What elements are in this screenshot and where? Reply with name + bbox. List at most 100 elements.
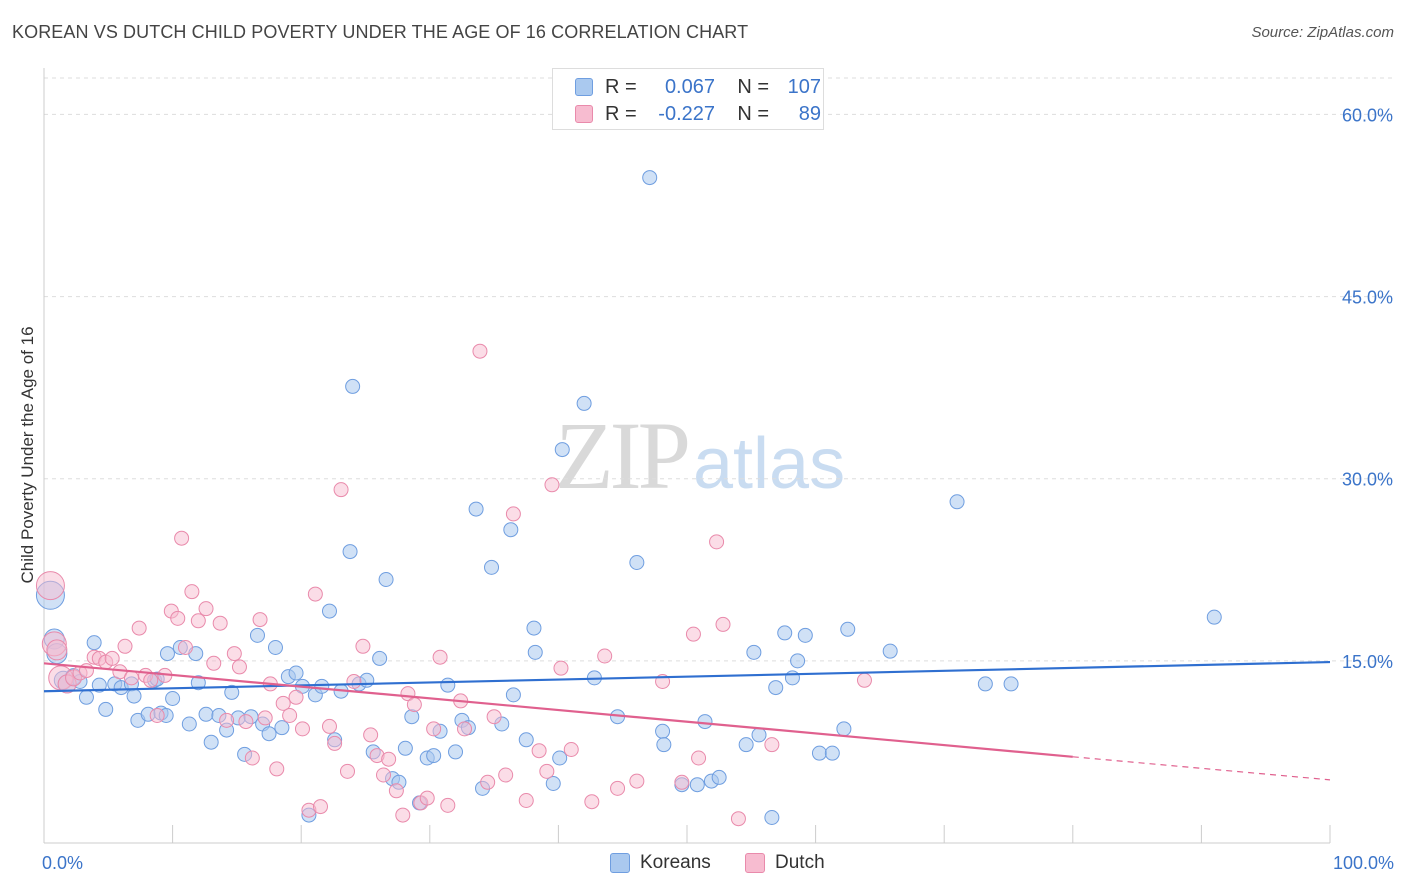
korean-point — [746, 644, 762, 660]
korean-point — [274, 720, 290, 736]
dutch-point — [35, 571, 65, 601]
dutch-point — [730, 811, 746, 827]
dutch-point — [131, 620, 147, 636]
dutch-point — [257, 710, 273, 726]
dutch-point — [685, 626, 701, 642]
dutch-point — [432, 649, 448, 665]
y-tick-label: 45.0% — [1342, 288, 1393, 308]
korean-point — [882, 643, 898, 659]
dutch-point — [480, 774, 496, 790]
n-label: N = — [737, 102, 769, 125]
korean-point — [977, 676, 993, 692]
dutch-point — [170, 610, 186, 626]
korean-point — [738, 737, 754, 753]
legend-item-dutch: Dutch — [745, 852, 825, 874]
dutch-point — [252, 612, 268, 628]
koreans-swatch — [610, 853, 630, 873]
korean-point — [484, 559, 500, 575]
dutch-point — [143, 672, 159, 688]
dutch-point — [244, 750, 260, 766]
dutch-point — [184, 584, 200, 600]
korean-point — [554, 442, 570, 458]
dutch-point — [856, 672, 872, 688]
korean-point — [78, 689, 94, 705]
korean-point — [518, 732, 534, 748]
dutch-point — [198, 601, 214, 617]
korean-point — [190, 675, 206, 691]
korean-point — [426, 748, 442, 764]
watermark-zip: ZIP — [555, 402, 691, 509]
korean-point — [576, 395, 592, 411]
dutch-point — [518, 793, 534, 808]
dutch-point — [312, 799, 328, 815]
axes — [43, 68, 1331, 844]
korean-point — [711, 769, 727, 785]
korean-point — [840, 621, 856, 637]
dutch-point — [307, 586, 323, 602]
korean-point — [249, 627, 265, 643]
korean-point — [359, 672, 375, 688]
korean-point — [503, 522, 519, 538]
korean-point — [949, 494, 965, 510]
korean-point — [790, 653, 806, 669]
korean-point — [689, 777, 705, 793]
x-tick-label: 100.0% — [1333, 853, 1394, 873]
korean-point — [378, 572, 394, 587]
dutch-point — [544, 477, 560, 493]
dutch-point — [212, 615, 228, 631]
korean-point — [261, 726, 277, 742]
korean-point — [224, 684, 240, 700]
correlation-legend: R = 0.067 N = 107 R = -0.227 N = 89 — [552, 68, 824, 130]
y-tick-label: 30.0% — [1342, 470, 1393, 490]
korean-point — [552, 750, 568, 766]
dutch-point — [539, 763, 555, 779]
dutch-swatch — [575, 105, 593, 123]
dutch-point — [46, 639, 68, 661]
dutch-point — [288, 689, 304, 705]
watermark: ZIPatlas — [555, 400, 845, 511]
legend-item-koreans: Koreans — [610, 852, 711, 874]
dutch-point — [395, 807, 411, 823]
korean-point — [321, 603, 337, 619]
dutch-point — [553, 660, 569, 676]
dutch-point — [376, 767, 392, 783]
korean-point — [98, 701, 114, 717]
dutch-point — [505, 506, 521, 522]
dutch-point — [597, 648, 613, 664]
korean-point — [784, 670, 800, 686]
dutch-point — [282, 708, 298, 723]
korean-point — [468, 501, 484, 517]
korean-point — [655, 723, 671, 739]
korean-point — [545, 776, 561, 791]
dutch-point — [419, 790, 435, 806]
y-tick-label: 15.0% — [1342, 652, 1393, 672]
dutch-point — [531, 743, 547, 759]
dutch-point — [610, 780, 626, 796]
korean-point — [267, 640, 283, 655]
dutch-point — [764, 737, 780, 753]
korean-point — [372, 650, 388, 666]
dutch-point — [457, 721, 473, 737]
dutch-swatch — [745, 853, 765, 873]
korean-point — [448, 744, 464, 760]
dutch-point — [226, 646, 242, 662]
korean-point — [159, 646, 175, 662]
dutch-point — [333, 482, 349, 498]
korean-point — [203, 734, 219, 750]
korean-point — [824, 745, 840, 761]
dutch-point — [674, 774, 690, 790]
dutch-point — [149, 708, 165, 723]
dutch-point — [498, 767, 514, 783]
korean-point — [181, 716, 197, 732]
series-legend: Koreans Dutch — [0, 850, 1406, 880]
korean-point — [505, 687, 521, 703]
korean-point — [397, 740, 413, 756]
r-label: R = — [605, 75, 637, 98]
dutch-trend-line — [43, 662, 1073, 758]
korean-point — [751, 727, 767, 743]
source-label: Source: ZipAtlas.com — [1251, 24, 1394, 41]
dutch-point — [355, 638, 371, 654]
dutch-point — [219, 712, 235, 728]
dutch-point — [104, 650, 120, 666]
